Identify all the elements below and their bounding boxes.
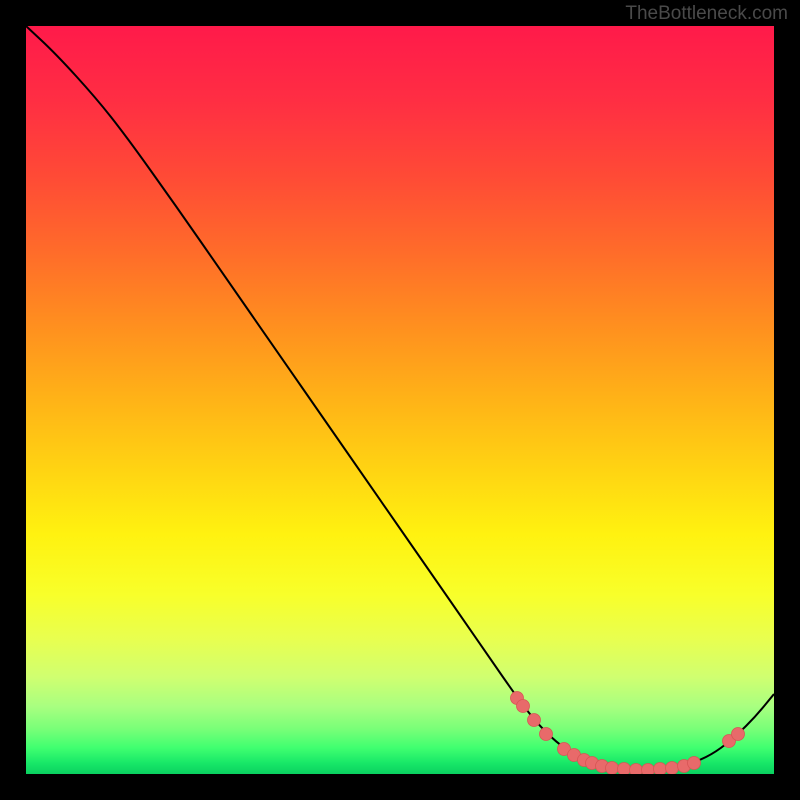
- plot-area: [26, 26, 774, 774]
- curve-marker: [528, 714, 541, 727]
- bottleneck-curve: [26, 26, 774, 770]
- curve-marker: [540, 728, 553, 741]
- curve-marker: [517, 700, 530, 713]
- curve-marker: [732, 728, 745, 741]
- curve-marker: [618, 763, 631, 775]
- watermark-text: TheBottleneck.com: [625, 3, 788, 25]
- markers-group: [511, 692, 745, 775]
- curve-layer: [26, 26, 774, 774]
- curve-marker: [642, 764, 655, 775]
- curve-marker: [654, 763, 667, 775]
- curve-marker: [630, 764, 643, 775]
- curve-marker: [606, 762, 619, 775]
- curve-marker: [688, 757, 701, 770]
- curve-marker: [666, 762, 679, 775]
